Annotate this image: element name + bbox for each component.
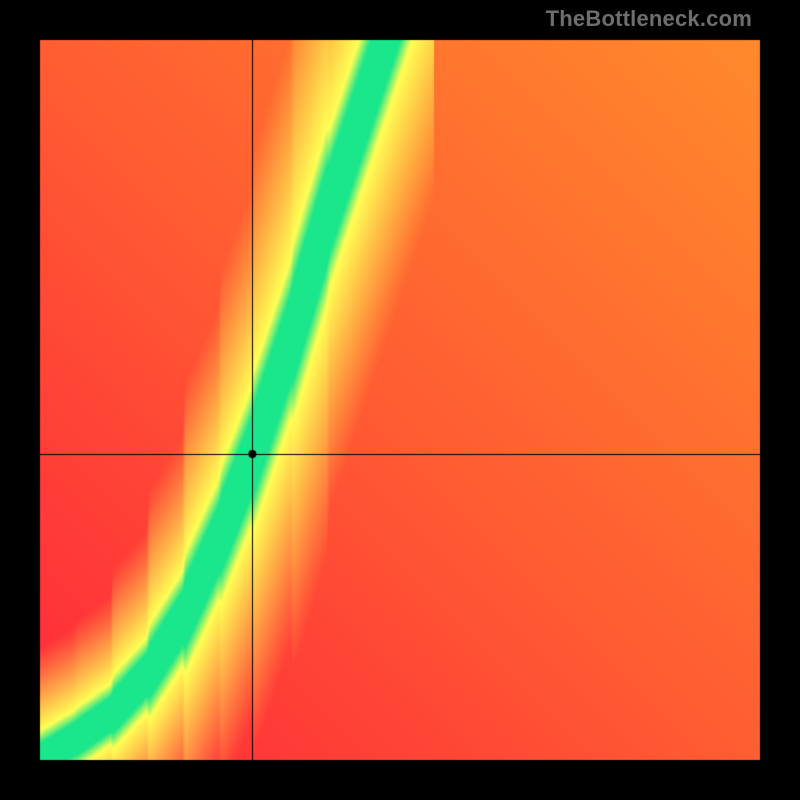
heatmap-canvas	[0, 0, 800, 800]
chart-container: TheBottleneck.com	[0, 0, 800, 800]
watermark-text: TheBottleneck.com	[546, 6, 752, 32]
